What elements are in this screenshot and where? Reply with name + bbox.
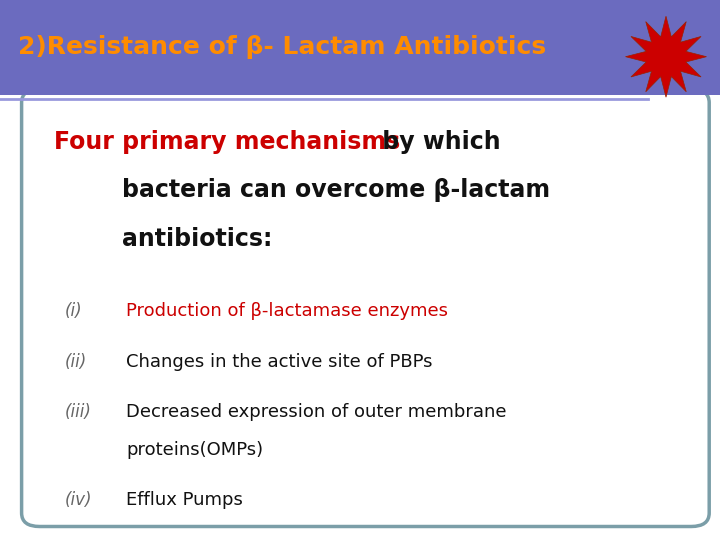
Text: (iii): (iii) (65, 403, 91, 421)
Text: Four primary mechanisms: Four primary mechanisms (54, 130, 400, 153)
FancyBboxPatch shape (22, 89, 709, 526)
Polygon shape (626, 16, 706, 97)
Text: (i): (i) (65, 302, 82, 320)
Text: antibiotics:: antibiotics: (122, 227, 273, 251)
Text: proteins(OMPs): proteins(OMPs) (126, 441, 263, 458)
Text: (ii): (ii) (65, 353, 87, 370)
Text: Production of β-lactamase enzymes: Production of β-lactamase enzymes (126, 302, 448, 320)
Text: Decreased expression of outer membrane: Decreased expression of outer membrane (126, 403, 506, 421)
Text: by which: by which (374, 130, 501, 153)
Text: 2)Resistance of β- Lactam Antibiotics: 2)Resistance of β- Lactam Antibiotics (18, 35, 546, 59)
Text: Efflux Pumps: Efflux Pumps (126, 491, 243, 509)
Text: (iv): (iv) (65, 491, 92, 509)
Text: bacteria can overcome β-lactam: bacteria can overcome β-lactam (122, 178, 551, 202)
FancyBboxPatch shape (0, 0, 720, 94)
Text: Changes in the active site of PBPs: Changes in the active site of PBPs (126, 353, 433, 370)
